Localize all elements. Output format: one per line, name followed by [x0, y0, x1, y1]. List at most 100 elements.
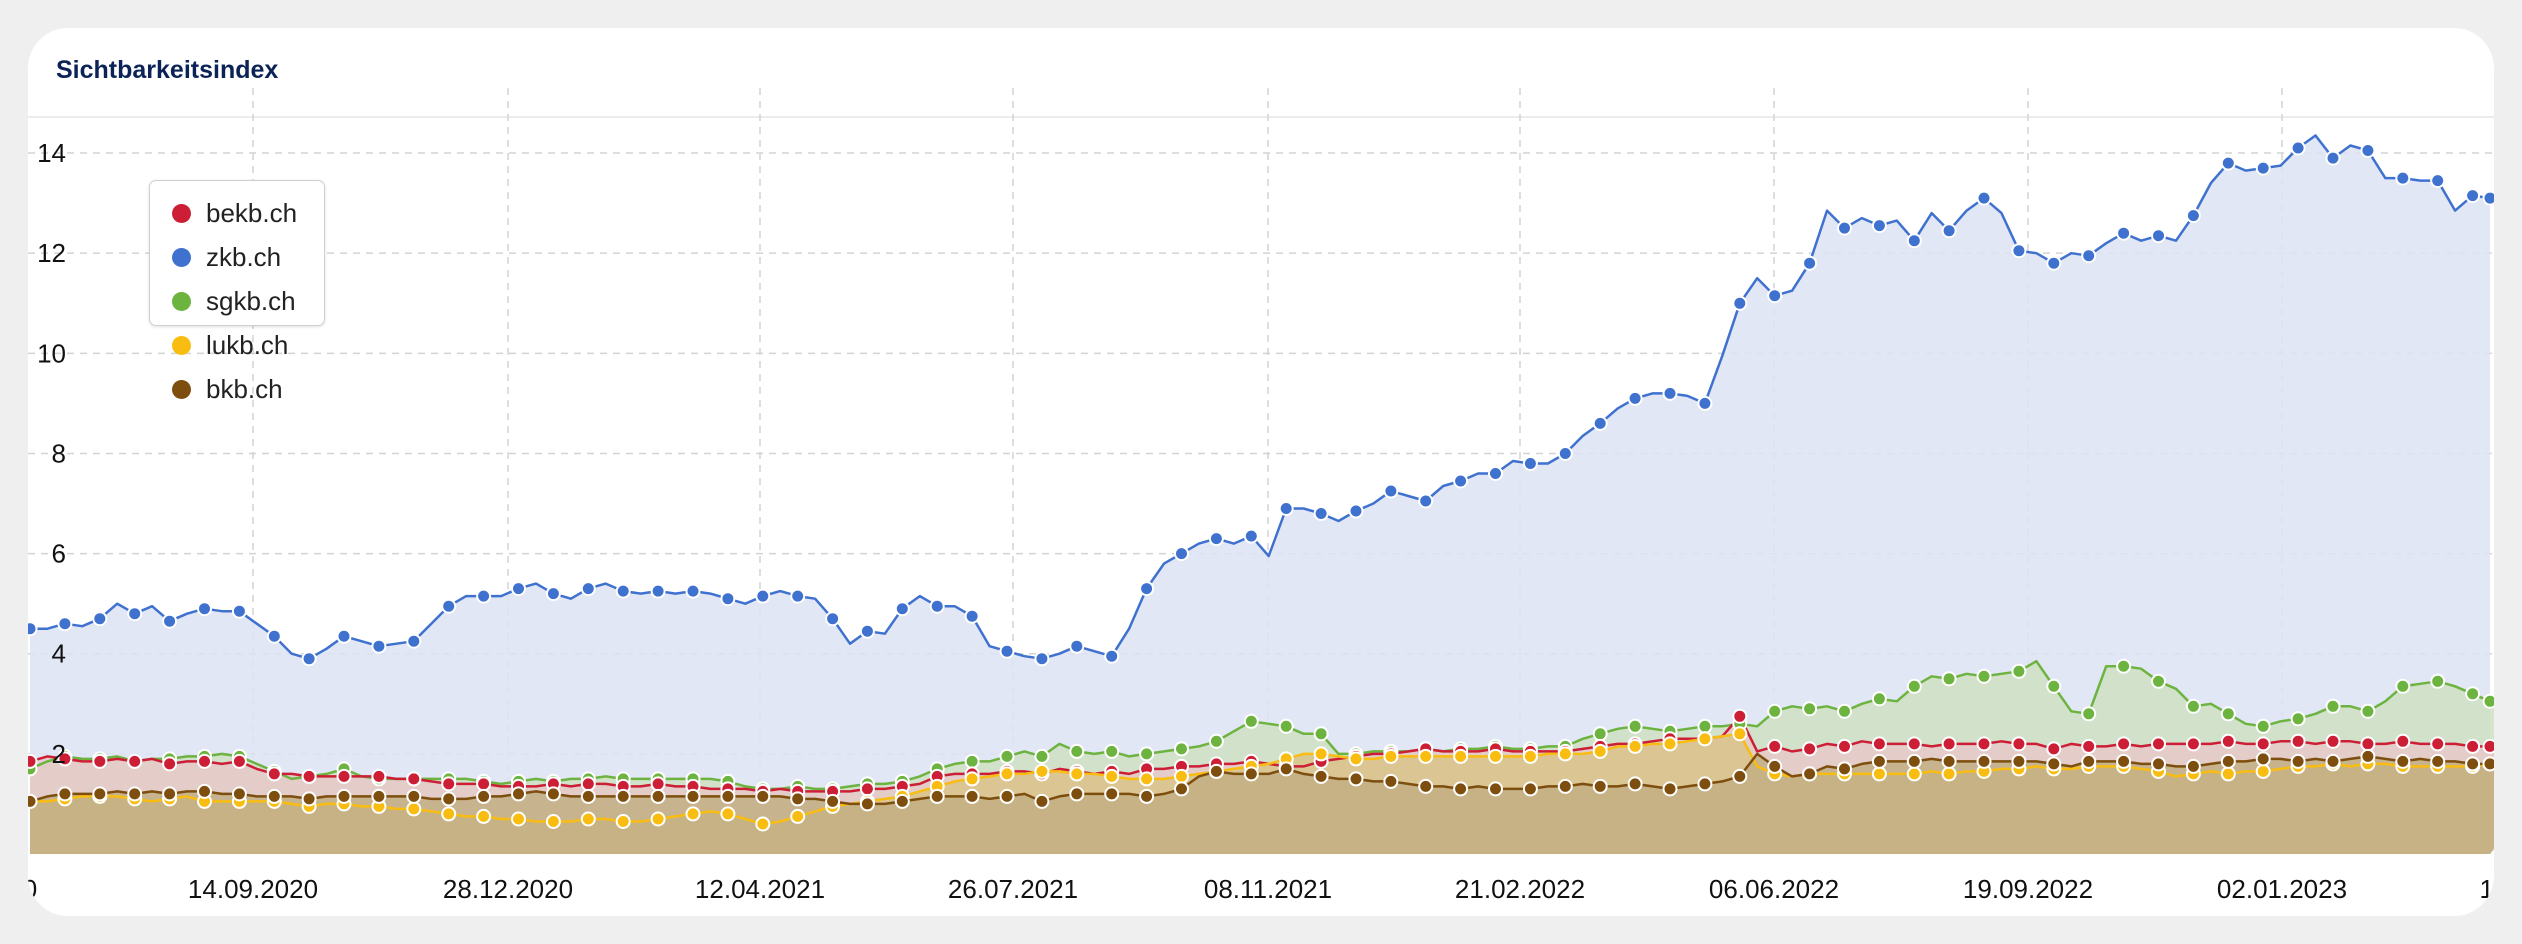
point-bkb-ch[interactable]: [2482, 756, 2495, 772]
point-bkb-ch[interactable]: [1941, 753, 1957, 769]
point-bekb-ch[interactable]: [266, 766, 282, 782]
point-bkb-ch[interactable]: [1069, 786, 1085, 802]
point-bkb-ch[interactable]: [2046, 756, 2062, 772]
point-lukb-ch[interactable]: [615, 814, 631, 829]
point-zkb-ch[interactable]: [790, 588, 806, 604]
point-lukb-ch[interactable]: [580, 811, 596, 827]
point-bkb-ch[interactable]: [231, 786, 247, 802]
point-sgkb-ch[interactable]: [2046, 678, 2062, 694]
point-zkb-ch[interactable]: [1383, 483, 1399, 499]
point-lukb-ch[interactable]: [790, 808, 806, 824]
point-lukb-ch[interactable]: [1174, 768, 1189, 784]
point-sgkb-ch[interactable]: [1802, 701, 1818, 717]
point-zkb-ch[interactable]: [755, 588, 771, 604]
point-zkb-ch[interactable]: [1348, 503, 1364, 519]
point-bkb-ch[interactable]: [162, 786, 178, 802]
point-sgkb-ch[interactable]: [2151, 673, 2166, 689]
point-lukb-ch[interactable]: [1348, 751, 1364, 767]
point-zkb-ch[interactable]: [1243, 528, 1259, 544]
point-lukb-ch[interactable]: [1139, 771, 1155, 787]
point-bkb-ch[interactable]: [580, 788, 596, 804]
point-bekb-ch[interactable]: [441, 776, 457, 792]
point-lukb-ch[interactable]: [1732, 726, 1748, 742]
point-bekb-ch[interactable]: [162, 756, 178, 772]
point-bkb-ch[interactable]: [825, 793, 841, 809]
point-zkb-ch[interactable]: [127, 606, 143, 622]
point-sgkb-ch[interactable]: [2220, 706, 2236, 722]
point-zkb-ch[interactable]: [1976, 190, 1992, 206]
point-zkb-ch[interactable]: [2116, 225, 2132, 241]
point-bkb-ch[interactable]: [2325, 753, 2341, 769]
point-zkb-ch[interactable]: [1139, 581, 1155, 597]
point-lukb-ch[interactable]: [685, 806, 701, 822]
point-zkb-ch[interactable]: [1906, 233, 1922, 249]
point-lukb-ch[interactable]: [1488, 748, 1503, 764]
point-bekb-ch[interactable]: [1732, 708, 1748, 724]
point-sgkb-ch[interactable]: [1837, 703, 1852, 719]
point-sgkb-ch[interactable]: [2325, 698, 2341, 714]
point-zkb-ch[interactable]: [720, 591, 736, 607]
point-bkb-ch[interactable]: [1557, 778, 1573, 794]
point-zkb-ch[interactable]: [2011, 243, 2027, 259]
point-sgkb-ch[interactable]: [1069, 743, 1085, 759]
point-bekb-ch[interactable]: [92, 753, 108, 769]
point-bkb-ch[interactable]: [1174, 781, 1189, 797]
point-bkb-ch[interactable]: [1139, 788, 1155, 804]
point-zkb-ch[interactable]: [92, 611, 108, 627]
point-bkb-ch[interactable]: [1802, 766, 1818, 782]
point-sgkb-ch[interactable]: [2290, 711, 2306, 727]
point-bkb-ch[interactable]: [1906, 753, 1922, 769]
point-lukb-ch[interactable]: [406, 801, 422, 817]
point-zkb-ch[interactable]: [580, 581, 596, 597]
point-bkb-ch[interactable]: [545, 786, 561, 802]
point-bkb-ch[interactable]: [1732, 768, 1748, 784]
point-bkb-ch[interactable]: [2220, 753, 2236, 769]
point-bekb-ch[interactable]: [2290, 733, 2306, 749]
point-lukb-ch[interactable]: [1453, 748, 1469, 764]
point-bekb-ch[interactable]: [1802, 741, 1818, 757]
point-bkb-ch[interactable]: [1453, 781, 1469, 797]
point-bekb-ch[interactable]: [650, 776, 666, 792]
point-bkb-ch[interactable]: [859, 796, 875, 812]
legend-item-bkb-ch[interactable]: bkb.ch: [172, 367, 324, 411]
point-bekb-ch[interactable]: [2046, 741, 2062, 757]
point-bkb-ch[interactable]: [1104, 786, 1120, 802]
point-lukb-ch[interactable]: [1592, 743, 1608, 759]
point-sgkb-ch[interactable]: [1208, 733, 1224, 749]
point-sgkb-ch[interactable]: [1104, 743, 1120, 759]
point-bkb-ch[interactable]: [28, 793, 38, 809]
point-bekb-ch[interactable]: [859, 781, 875, 797]
point-bkb-ch[interactable]: [2116, 753, 2132, 769]
point-bekb-ch[interactable]: [1941, 736, 1957, 752]
point-zkb-ch[interactable]: [1453, 473, 1469, 489]
point-zkb-ch[interactable]: [2185, 208, 2201, 224]
point-bekb-ch[interactable]: [2465, 738, 2481, 754]
point-sgkb-ch[interactable]: [2116, 658, 2132, 674]
point-sgkb-ch[interactable]: [1697, 718, 1713, 734]
point-zkb-ch[interactable]: [1627, 390, 1643, 406]
point-zkb-ch[interactable]: [441, 598, 457, 614]
point-bkb-ch[interactable]: [1243, 766, 1259, 782]
point-zkb-ch[interactable]: [615, 583, 631, 599]
point-bkb-ch[interactable]: [1837, 761, 1852, 777]
point-bkb-ch[interactable]: [685, 788, 701, 804]
point-bkb-ch[interactable]: [1662, 781, 1678, 797]
point-bkb-ch[interactable]: [406, 788, 422, 804]
point-bkb-ch[interactable]: [964, 788, 980, 804]
point-sgkb-ch[interactable]: [1871, 691, 1887, 707]
point-bkb-ch[interactable]: [1313, 768, 1329, 784]
point-zkb-ch[interactable]: [1104, 648, 1120, 664]
point-bekb-ch[interactable]: [2430, 736, 2446, 752]
point-lukb-ch[interactable]: [1627, 738, 1643, 754]
point-bekb-ch[interactable]: [231, 753, 247, 769]
point-zkb-ch[interactable]: [57, 616, 73, 632]
point-lukb-ch[interactable]: [1941, 766, 1957, 782]
point-sgkb-ch[interactable]: [1592, 726, 1608, 742]
point-zkb-ch[interactable]: [301, 651, 317, 667]
point-zkb-ch[interactable]: [1278, 501, 1294, 516]
point-zkb-ch[interactable]: [1174, 546, 1189, 562]
point-lukb-ch[interactable]: [1662, 736, 1678, 752]
point-lukb-ch[interactable]: [1104, 768, 1120, 784]
point-lukb-ch[interactable]: [545, 814, 561, 829]
point-bkb-ch[interactable]: [1383, 773, 1399, 789]
